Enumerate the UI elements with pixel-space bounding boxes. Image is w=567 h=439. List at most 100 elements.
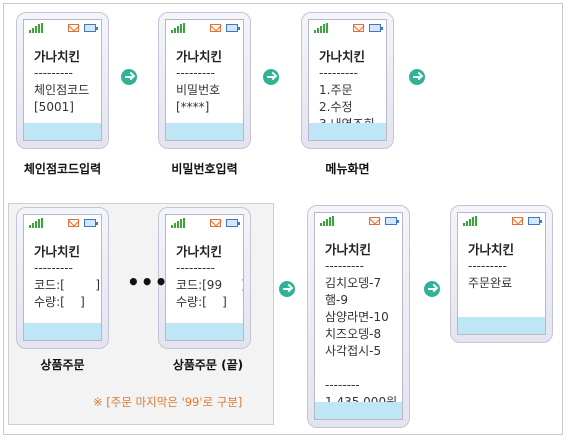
screen-line: --------- (176, 261, 215, 275)
screen-line: 1.주문 (319, 83, 353, 97)
screen-title: 가나치킨 (468, 242, 515, 257)
softkey-bar (315, 402, 402, 419)
caption-menu: 메뉴화면 (325, 162, 370, 176)
note-text: ※ [주문 마지막은 '99'로 구분] (93, 395, 243, 409)
arrow-right-icon (409, 69, 425, 85)
screen-content: 가나치킨---------1.주문2.수정3.내역조회 (319, 48, 375, 133)
screen-line: --------- (468, 259, 507, 273)
screen-title: 가나치킨 (176, 244, 223, 259)
mail-icon (369, 217, 380, 225)
screen-title: 가나치킨 (176, 49, 223, 64)
mail-icon (210, 219, 221, 227)
phone-screen: 가나치킨---------1.주문2.수정3.내역조회 (308, 19, 387, 141)
battery-icon (226, 219, 240, 227)
ellipsis: ••• (127, 270, 169, 294)
screen-line: 수량:[ ] (34, 295, 85, 309)
screen-line: 비밀번호 (176, 83, 221, 97)
screen-line: 코드:[99 ] (176, 278, 244, 292)
status-bar (315, 213, 402, 230)
signal-icon (171, 23, 191, 33)
screen-line: --------- (34, 66, 73, 80)
screen-line: --------- (176, 66, 215, 80)
signal-icon (320, 216, 340, 226)
softkey-bar (24, 323, 101, 340)
battery-icon (84, 219, 98, 227)
softkey-bar (458, 317, 545, 334)
screen-title: 가나치킨 (325, 242, 372, 257)
status-bar (24, 20, 101, 37)
phone-order-complete: 가나치킨 --------- 주문완료 (450, 205, 553, 343)
screen-content: 가나치킨 --------- 김치오뎅-7 햄-9 삼양라면-10 치즈오뎅-8 사각접시-… (325, 241, 397, 411)
screen-line: 치즈오뎅-8 (325, 327, 382, 341)
mail-icon (210, 24, 221, 32)
mail-icon (68, 24, 79, 32)
status-bar (166, 215, 243, 232)
softkey-bar (166, 123, 243, 140)
phone-chain-code: 가나치킨 --------- 체인점코드 [5001] (16, 12, 109, 149)
screen-line: 체인점코드 (34, 83, 90, 97)
caption-password: 비밀번호입력 (171, 162, 238, 176)
status-bar (458, 213, 545, 230)
status-bar (309, 20, 386, 37)
screen-title: 가나치킨 (319, 49, 366, 64)
screen-line: --------- (319, 66, 358, 80)
phone-menu: 가나치킨---------1.주문2.수정3.내역조회 (301, 12, 394, 149)
mail-icon (353, 24, 364, 32)
mail-icon (512, 217, 523, 225)
softkey-bar (166, 323, 243, 340)
screen-content: 가나치킨 --------- 체인점코드 [5001] (34, 48, 89, 116)
screen-line: 김치오뎅-7 (325, 276, 382, 290)
screen-line: --------- (34, 261, 73, 275)
phone-password: 가나치킨 --------- 비밀번호 [****] (158, 12, 251, 149)
phone-screen: 가나치킨 --------- 체인점코드 [5001] (23, 19, 102, 141)
battery-icon (226, 24, 240, 32)
arrow-right-icon (263, 69, 279, 85)
screen-line: [****] (176, 100, 210, 114)
screen-title: 가나치킨 (34, 49, 81, 64)
screen-title: 가나치킨 (34, 244, 81, 259)
phone-product-order-end: 가나치킨 --------- 코드:[99 ] 수량:[ ] (158, 207, 251, 349)
screen-line: [5001] (34, 100, 74, 114)
screen-line: 삼양라면-10 (325, 310, 389, 324)
softkey-bar (309, 123, 386, 140)
screen-line (325, 360, 397, 377)
signal-icon (29, 23, 49, 33)
signal-icon (314, 23, 334, 33)
screen-line: 코드:[ ] (34, 278, 101, 292)
battery-icon (385, 217, 399, 225)
signal-icon (29, 218, 49, 228)
arrow-right-icon (279, 281, 295, 297)
softkey-bar (24, 123, 101, 140)
phone-screen: 가나치킨 --------- 비밀번호 [****] (165, 19, 244, 141)
signal-icon (463, 216, 483, 226)
mail-icon (68, 219, 79, 227)
screen-line: 수량:[ ] (176, 295, 227, 309)
arrow-right-icon (424, 281, 440, 297)
phone-screen: 가나치킨 --------- 김치오뎅-7 햄-9 삼양라면-10 치즈오뎅-8 사각접시-… (314, 212, 403, 420)
phone-screen: 가나치킨 --------- 코드:[99 ] 수량:[ ] (165, 214, 244, 341)
signal-icon (171, 218, 191, 228)
screen-content: 가나치킨 --------- 코드:[99 ] 수량:[ ] (176, 243, 244, 311)
screen-content: 가나치킨 --------- 비밀번호 [****] (176, 48, 222, 116)
diagram-frame (3, 3, 563, 435)
status-bar (166, 20, 243, 37)
screen-line: --------- (325, 259, 364, 273)
phone-screen: 가나치킨 --------- 코드:[ ] 수량:[ ] (23, 214, 102, 341)
phone-screen: 가나치킨 --------- 주문완료 (457, 212, 546, 335)
screen-content: 가나치킨 --------- 코드:[ ] 수량:[ ] (34, 243, 100, 311)
battery-icon (369, 24, 383, 32)
caption-product-order: 상품주문 (40, 358, 85, 372)
screen-line: 2.수정 (319, 100, 353, 114)
screen-content: 가나치킨 --------- 주문완료 (468, 241, 514, 292)
status-bar (24, 215, 101, 232)
caption-chain-code: 체인점코드입력 (23, 162, 102, 176)
screen-line: -------- (325, 378, 360, 392)
arrow-right-icon (121, 69, 137, 85)
caption-product-order-end: 상품주문 (끝) (172, 358, 244, 372)
screen-line: 주문완료 (468, 276, 513, 290)
phone-product-order: 가나치킨 --------- 코드:[ ] 수량:[ ] (16, 207, 109, 349)
screen-line: 사각접시-5 (325, 344, 382, 358)
battery-icon (84, 24, 98, 32)
battery-icon (528, 217, 542, 225)
screen-line: 햄-9 (325, 293, 349, 307)
